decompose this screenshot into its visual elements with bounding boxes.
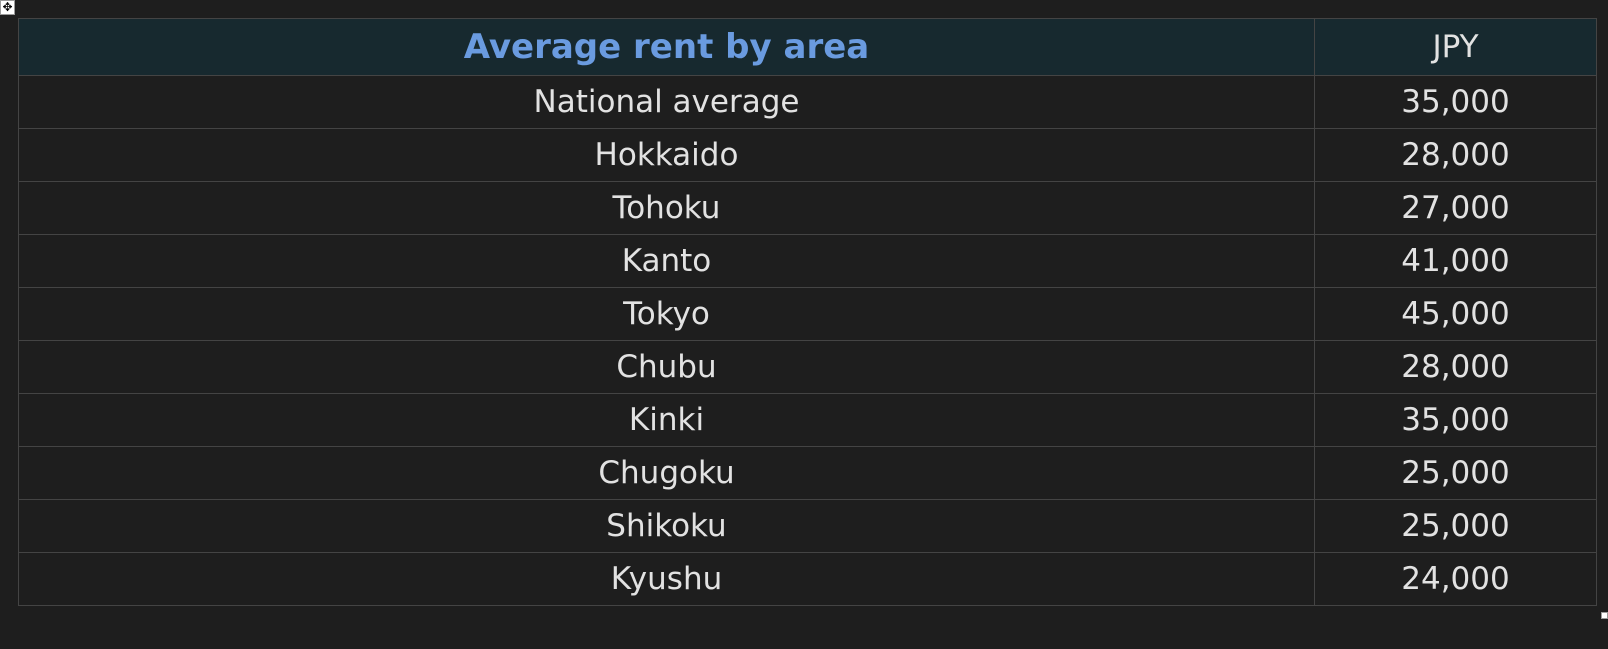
area-cell[interactable]: Hokkaido <box>18 128 1315 182</box>
table-header-row: Average rent by area JPY <box>18 18 1597 76</box>
rent-value-cell[interactable]: 45,000 <box>1314 287 1597 341</box>
rent-value-cell[interactable]: 41,000 <box>1314 234 1597 288</box>
table-row: Tokyo 45,000 <box>18 287 1597 341</box>
table-row: Kanto 41,000 <box>18 234 1597 288</box>
area-cell[interactable]: National average <box>18 75 1315 129</box>
table-row: Shikoku 25,000 <box>18 499 1597 553</box>
table-row: National average 35,000 <box>18 75 1597 129</box>
area-cell[interactable]: Tokyo <box>18 287 1315 341</box>
table-unit-cell[interactable]: JPY <box>1314 18 1597 76</box>
rent-table[interactable]: Average rent by area JPY National averag… <box>18 18 1597 606</box>
table-title-cell[interactable]: Average rent by area <box>18 18 1315 76</box>
area-cell[interactable]: Tohoku <box>18 181 1315 235</box>
table-row: Kinki 35,000 <box>18 393 1597 447</box>
rent-value-cell[interactable]: 27,000 <box>1314 181 1597 235</box>
table-row: Chubu 28,000 <box>18 340 1597 394</box>
area-cell[interactable]: Kyushu <box>18 552 1315 606</box>
table-resize-handle-icon[interactable] <box>1601 612 1608 619</box>
rent-value-cell[interactable]: 28,000 <box>1314 340 1597 394</box>
area-cell[interactable]: Kanto <box>18 234 1315 288</box>
rent-value-cell[interactable]: 24,000 <box>1314 552 1597 606</box>
area-cell[interactable]: Chugoku <box>18 446 1315 500</box>
area-cell[interactable]: Chubu <box>18 340 1315 394</box>
rent-value-cell[interactable]: 35,000 <box>1314 75 1597 129</box>
rent-value-cell[interactable]: 35,000 <box>1314 393 1597 447</box>
table-row: Tohoku 27,000 <box>18 181 1597 235</box>
area-cell[interactable]: Shikoku <box>18 499 1315 553</box>
rent-value-cell[interactable]: 25,000 <box>1314 446 1597 500</box>
area-cell[interactable]: Kinki <box>18 393 1315 447</box>
rent-value-cell[interactable]: 28,000 <box>1314 128 1597 182</box>
table-move-handle-icon[interactable]: ✥ <box>0 0 15 15</box>
table-row: Kyushu 24,000 <box>18 552 1597 606</box>
table-row: Chugoku 25,000 <box>18 446 1597 500</box>
table-row: Hokkaido 28,000 <box>18 128 1597 182</box>
rent-value-cell[interactable]: 25,000 <box>1314 499 1597 553</box>
